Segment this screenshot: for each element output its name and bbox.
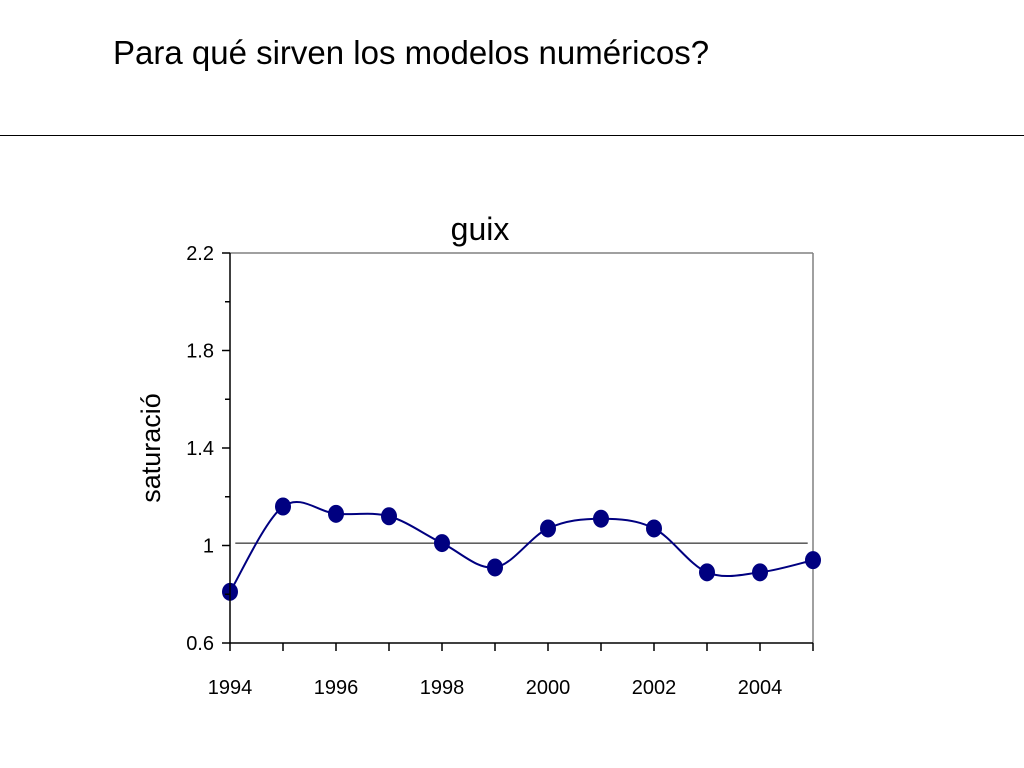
slide-title: Para qué sirven los modelos numéricos? — [113, 34, 710, 71]
data-point — [805, 551, 821, 570]
data-point — [752, 563, 768, 582]
y-tick-label: 1.8 — [186, 341, 214, 363]
y-tick-label: 0.6 — [186, 633, 214, 655]
data-point — [381, 507, 397, 526]
x-tick-label: 2002 — [632, 677, 677, 699]
data-point — [328, 504, 344, 523]
y-tick-label: 1.4 — [186, 438, 214, 460]
data-point — [275, 497, 291, 516]
chart-title: guix — [451, 211, 510, 247]
x-tick-label: 2000 — [526, 677, 571, 699]
y-tick-label: 1 — [203, 536, 214, 558]
data-point — [646, 519, 662, 538]
y-axis-label: saturació — [136, 393, 166, 503]
data-point — [540, 519, 556, 538]
x-tick-label: 2004 — [738, 677, 783, 699]
data-point — [434, 534, 450, 553]
data-point — [487, 558, 503, 577]
x-tick-label: 1996 — [314, 677, 359, 699]
series-line — [229, 500, 814, 593]
y-tick-label: 2.2 — [186, 243, 214, 265]
x-tick-label: 1998 — [420, 677, 465, 699]
title-divider — [0, 135, 1024, 136]
x-tick-label: 1994 — [208, 677, 253, 699]
data-point — [699, 563, 715, 582]
data-point — [593, 509, 609, 528]
